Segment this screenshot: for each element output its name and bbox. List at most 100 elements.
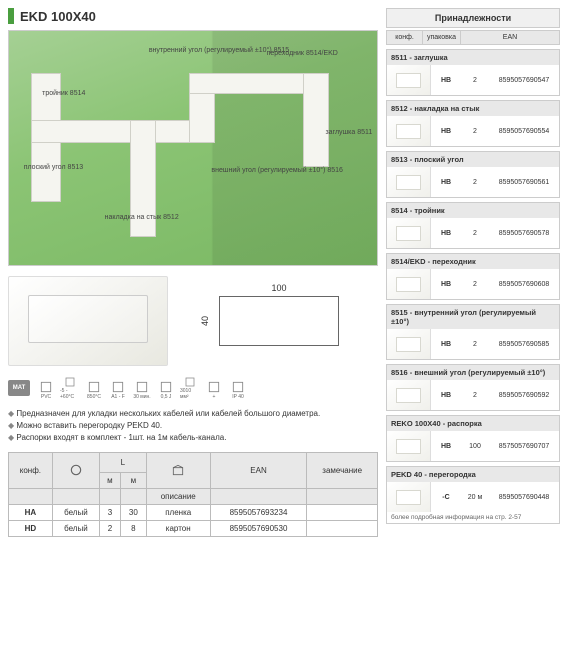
spec-icon: 850°C — [84, 376, 104, 400]
spec-icon: 30 мин. — [132, 376, 152, 400]
bullet: Можно вставить перегородку PEKD 40. — [8, 420, 378, 432]
accessory-thumb — [387, 167, 431, 197]
accessories-header: конф. упаковка EAN — [386, 30, 560, 45]
accessory-name: 8512 - накладка на стык — [387, 101, 559, 116]
accessory-conf: HB — [431, 440, 461, 453]
bullets: Предназначен для укладки нескольких кабе… — [8, 408, 378, 444]
accessory-thumb — [387, 218, 431, 248]
accessory-item: 8514 - тройник HB28595057690578 — [386, 202, 560, 249]
accessory-pack: 2 — [461, 176, 489, 189]
hero-diagram: внутренний угол (регулируемый ±10°) 8515… — [8, 30, 378, 266]
dim-width: 100 — [271, 283, 286, 293]
dim-height: 40 — [200, 316, 210, 326]
label-tee: тройник 8514 — [42, 90, 85, 98]
bullet: Распорки входят в комплект - 1шт. на 1м … — [8, 432, 378, 444]
material-specs: MAT PVC-5 - +60°C850°CA1 - F30 мин.0,5 J… — [8, 376, 378, 400]
th-color-icon — [52, 453, 99, 489]
th-L: L — [99, 453, 146, 473]
accessory-pack: 2 — [461, 389, 489, 402]
product-photo — [8, 276, 168, 366]
accessories-title: Принадлежности — [386, 8, 560, 28]
table-row: HDбелый28картон8595057690530 — [9, 521, 378, 537]
accessory-thumb — [387, 482, 431, 512]
accessory-ean: 8595057690585 — [489, 338, 559, 351]
th-note: замечание — [307, 453, 378, 489]
accessory-conf: HB — [431, 338, 461, 351]
accessory-ean: 8595057690547 — [489, 74, 559, 87]
accessory-name: 8514 - тройник — [387, 203, 559, 218]
accessory-name: REKO 100X40 - распорка — [387, 416, 559, 431]
accessory-conf: HB — [431, 125, 461, 138]
accessory-pack: 100 — [461, 440, 489, 453]
accessory-pack: 2 — [461, 227, 489, 240]
accessory-ean: 8595057690578 — [489, 227, 559, 240]
accessory-conf: HB — [431, 74, 461, 87]
accessory-conf: HB — [431, 227, 461, 240]
accessory-conf: HB — [431, 389, 461, 402]
th-Lpm: м — [120, 473, 146, 489]
accessory-thumb — [387, 431, 431, 461]
accessory-ean: 8595057690608 — [489, 278, 559, 291]
accessory-ean: 8595057690448 — [489, 491, 559, 504]
th-Lm: м — [99, 473, 120, 489]
th-conf: конф. — [9, 453, 53, 489]
accessory-note: более подробная информация на стр. 2-57 — [387, 512, 559, 523]
accessory-thumb — [387, 380, 431, 410]
label-outer: внешний угол (регулируемый ±10°) 8516 — [211, 167, 343, 175]
th-box-icon — [146, 453, 210, 489]
label-joint: накладка на стык 8512 — [105, 214, 179, 222]
accessory-pack: 2 — [461, 74, 489, 87]
accessory-pack: 2 — [461, 278, 489, 291]
spec-icon: IP 40 — [228, 376, 248, 400]
accessory-pack: 20 м — [461, 491, 489, 504]
accessory-thumb — [387, 329, 431, 359]
accessory-ean: 8595057690592 — [489, 389, 559, 402]
accessory-item: REKO 100X40 - распорка HB1008575057690707 — [386, 415, 560, 462]
spec-icon: 0,5 J — [156, 376, 176, 400]
accessory-item: 8515 - внутренний угол (регулируемый ±10… — [386, 304, 560, 360]
spec-icon: PVC — [36, 376, 56, 400]
brand-accent — [8, 8, 14, 24]
spec-icon: 3010 мм² — [180, 376, 200, 400]
mat-badge: MAT — [8, 380, 30, 396]
label-flat: плоский угол 8513 — [24, 164, 83, 172]
spec-icon: + — [204, 376, 224, 400]
accessory-name: PEKD 40 - перегородка — [387, 467, 559, 482]
accessory-ean: 8575057690707 — [489, 440, 559, 453]
technical-drawing: 100 40 — [180, 276, 378, 366]
accessory-name: 8515 - внутренний угол (регулируемый ±10… — [387, 305, 559, 329]
accessory-pack: 2 — [461, 338, 489, 351]
accessories-column: Принадлежности конф. упаковка EAN 8511 -… — [386, 8, 560, 537]
spec-icon: -5 - +60°C — [60, 376, 80, 400]
accessory-item: 8511 - заглушка HB28595057690547 — [386, 49, 560, 96]
main-table: конф. L EAN замечание м м описание HAбел… — [8, 452, 378, 537]
accessory-conf: HB — [431, 278, 461, 291]
accessory-name: 8513 - плоский угол — [387, 152, 559, 167]
accessory-ean: 8595057690561 — [489, 176, 559, 189]
accessory-pack: 2 — [461, 125, 489, 138]
left-column: EKD 100X40 внутренний угол (регулируемый… — [8, 8, 378, 537]
label-endcap: заглушка 8511 — [325, 129, 372, 137]
accessory-item: 8516 - внешний угол (регулируемый ±10°) H… — [386, 364, 560, 411]
label-adapter: переходник 8514/EKD — [267, 50, 338, 58]
product-title: EKD 100X40 — [20, 9, 96, 24]
accessory-name: 8514/EKD - переходник — [387, 254, 559, 269]
spec-icon: A1 - F — [108, 376, 128, 400]
accessory-name: 8516 - внешний угол (регулируемый ±10°) — [387, 365, 559, 380]
accessory-item: 8513 - плоский угол HB28595057690561 — [386, 151, 560, 198]
accessory-name: 8511 - заглушка — [387, 50, 559, 65]
accessory-thumb — [387, 116, 431, 146]
accessory-conf: -C — [431, 491, 461, 504]
bullet: Предназначен для укладки нескольких кабе… — [8, 408, 378, 420]
accessory-conf: HB — [431, 176, 461, 189]
page: EKD 100X40 внутренний угол (регулируемый… — [0, 0, 568, 545]
accessory-thumb — [387, 269, 431, 299]
title-bar: EKD 100X40 — [8, 8, 378, 24]
mid-row: 100 40 — [8, 276, 378, 366]
accessory-item: 8514/EKD - переходник HB28595057690608 — [386, 253, 560, 300]
table-row: HAбелый330пленка8595057693234 — [9, 505, 378, 521]
accessory-item: PEKD 40 - перегородка -C20 м8595057690448… — [386, 466, 560, 524]
accessory-item: 8512 - накладка на стык HB28595057690554 — [386, 100, 560, 147]
accessory-ean: 8595057690554 — [489, 125, 559, 138]
accessory-thumb — [387, 65, 431, 95]
